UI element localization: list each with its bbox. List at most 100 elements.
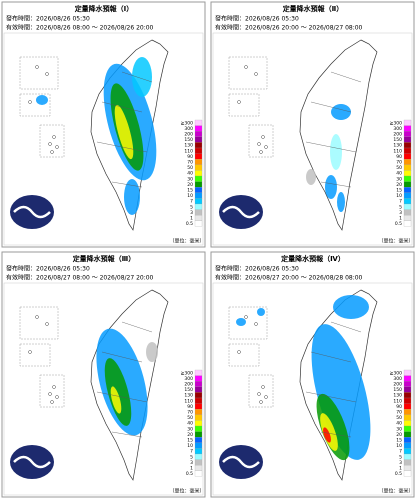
island xyxy=(261,135,265,139)
island xyxy=(48,392,52,396)
legend-swatch xyxy=(194,170,203,177)
legend-label: 70 xyxy=(187,160,193,166)
legend-swatch xyxy=(403,381,412,387)
island xyxy=(28,100,32,104)
legend-label: 7 xyxy=(399,199,402,205)
legend-swatch xyxy=(194,437,203,443)
legend-swatch xyxy=(194,164,203,171)
legend-swatch xyxy=(194,425,203,432)
legend-label: 40 xyxy=(187,421,193,427)
legend-label: 7 xyxy=(399,449,402,455)
valid-time: 有效時間：2026/08/27 08:00 ～ 2026/08/27 20:00 xyxy=(6,274,154,282)
legend-label: 40 xyxy=(396,421,402,427)
legend-swatch xyxy=(403,437,412,443)
island xyxy=(244,315,248,319)
legend-swatch xyxy=(194,131,203,137)
panel-title: 定量降水預報（Ⅰ） xyxy=(75,4,134,13)
legend-swatch xyxy=(194,220,203,227)
legend-label: 15 xyxy=(396,188,402,194)
island xyxy=(55,395,59,399)
legend-swatch xyxy=(403,397,412,404)
legend-swatch xyxy=(403,131,412,137)
island xyxy=(35,65,39,69)
legend-label: 150 xyxy=(393,387,402,393)
legend-label: 7 xyxy=(190,199,193,205)
legend-label: 7 xyxy=(190,449,193,455)
inset-box xyxy=(39,124,65,158)
legend-swatch xyxy=(403,125,412,132)
legend-swatch xyxy=(403,431,412,438)
rain-area xyxy=(325,175,337,199)
legend-swatch xyxy=(194,187,203,193)
legend-swatch xyxy=(194,125,203,132)
inset-box xyxy=(19,306,59,340)
legend-label: 3 xyxy=(399,460,402,466)
panel: 定量降水預報（Ⅲ） 發布時間：2026/08/26 05:30有效時間：2026/… xyxy=(1,251,206,498)
logo-wave xyxy=(13,455,51,469)
rain-area xyxy=(337,192,345,212)
legend-swatch xyxy=(403,192,412,199)
legend-swatch xyxy=(403,170,412,177)
panel: 定量降水預報（Ⅳ） 發布時間：2026/08/26 05:30有效時間：2026/… xyxy=(210,251,415,498)
legend-unit: （單位：毫米） xyxy=(169,238,204,245)
county-lines xyxy=(96,321,153,438)
legend-swatch xyxy=(194,198,203,205)
legend-swatch xyxy=(403,164,412,171)
legend-swatch xyxy=(194,381,203,387)
legend-unit: （單位：毫米） xyxy=(169,488,204,495)
legend-label: 70 xyxy=(396,160,402,166)
legend-label: 3 xyxy=(399,210,402,216)
legend-swatch xyxy=(194,136,203,143)
rain-area xyxy=(306,169,316,185)
legend-label: 5 xyxy=(399,204,402,210)
legend-swatch xyxy=(194,369,203,376)
legend-swatch xyxy=(194,175,203,182)
legend-swatch xyxy=(194,465,203,471)
legend-label: 15 xyxy=(187,188,193,194)
island xyxy=(45,72,49,76)
island xyxy=(254,322,258,326)
legend-label: 200 xyxy=(184,382,193,388)
legend-label: 40 xyxy=(187,171,193,177)
rain-area xyxy=(320,413,338,451)
legend-swatch xyxy=(194,409,203,415)
legend-label: 150 xyxy=(184,137,193,143)
legend-swatch xyxy=(403,442,412,449)
legend-label: 1 xyxy=(399,216,402,222)
panel: 定量降水預報（Ⅰ） 發布時間：2026/08/26 05:30有效時間：2026/… xyxy=(1,1,206,248)
island xyxy=(237,350,241,354)
island xyxy=(52,385,56,389)
legend-label: 0.5 xyxy=(186,221,193,227)
legend-swatch xyxy=(403,175,412,182)
legend-swatch xyxy=(194,159,203,165)
county-lines xyxy=(96,71,153,188)
legend-label: 0.5 xyxy=(395,471,402,477)
legend-label: 20 xyxy=(187,182,193,188)
island xyxy=(237,100,241,104)
legend-swatch xyxy=(194,209,203,216)
legend-label: 0.5 xyxy=(186,471,193,477)
legend-label: 300 xyxy=(393,126,402,132)
legend-label: 5 xyxy=(190,454,193,460)
issue-time: 發布時間：2026/08/26 05:30 xyxy=(215,15,299,23)
legend-label: 200 xyxy=(393,132,402,138)
legend-swatch xyxy=(194,442,203,449)
legend-swatch xyxy=(194,119,203,126)
island xyxy=(50,150,54,154)
legend-label: 20 xyxy=(396,182,402,188)
legend-swatch xyxy=(403,159,412,165)
island xyxy=(257,392,261,396)
inset-box xyxy=(39,374,65,408)
island xyxy=(50,400,54,404)
legend-swatch xyxy=(403,375,412,382)
legend-swatch xyxy=(403,420,412,427)
panel: 定量降水預報（Ⅱ） 發布時間：2026/08/26 05:30有效時間：2026/… xyxy=(210,1,415,248)
inset-box xyxy=(228,93,260,117)
legend-label: ≧300 xyxy=(390,120,402,126)
legend-label: ≧300 xyxy=(390,370,402,376)
legend-label: 1 xyxy=(399,466,402,472)
legend-label: 110 xyxy=(393,398,402,404)
island xyxy=(254,72,258,76)
legend-label: 10 xyxy=(396,443,402,449)
rain-area xyxy=(104,358,132,426)
